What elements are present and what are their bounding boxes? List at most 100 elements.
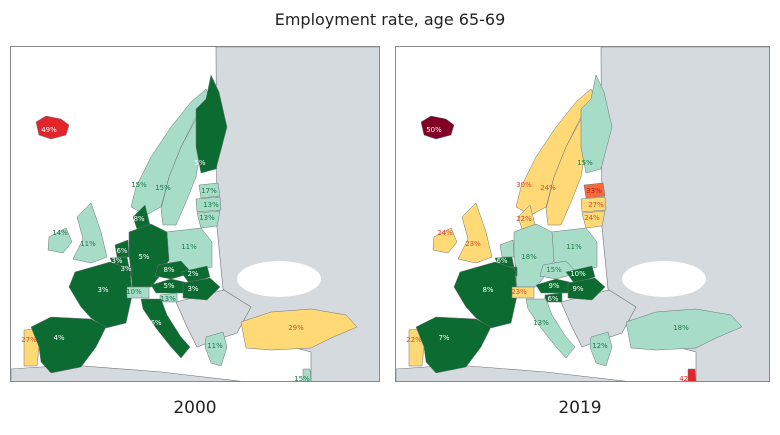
region-value-label: 11% (80, 240, 96, 248)
region-value-label: 17% (201, 187, 217, 195)
region-value-label: 11% (566, 243, 582, 251)
balkans-land (560, 289, 637, 348)
region-value-label: 3% (120, 265, 131, 273)
europe-map: 49%15% 15%5%17%13%13%8%14%11% 11%6%5%3%3% 8… (11, 47, 379, 382)
region-italy[interactable] (140, 298, 191, 359)
region-italy[interactable] (525, 298, 576, 359)
region-value-label: 2% (187, 270, 198, 278)
region-lithuania[interactable] (196, 210, 221, 229)
region-value-label: 13% (199, 214, 215, 222)
region-value-label: 33% (586, 187, 602, 195)
region-poland[interactable] (165, 227, 213, 273)
region-value-label: 15% (155, 184, 171, 192)
region-slovakia[interactable] (180, 265, 211, 284)
balkans-land (175, 289, 252, 348)
region-netherlands[interactable] (499, 239, 515, 258)
region-iceland[interactable] (420, 115, 455, 140)
region-latvia[interactable] (580, 196, 607, 213)
region-value-label: 9% (548, 282, 559, 290)
region-turkey[interactable] (240, 308, 358, 351)
europe-map: 50% 30% 24% 15% 33% 27% 24% 22% 24% 23% 11% 18% 6% 15… (396, 47, 769, 382)
region-value-label: 8% (133, 215, 144, 223)
region-value-label: 27% (21, 336, 37, 344)
black-sea (622, 261, 706, 297)
region-value-label: 14% (52, 229, 68, 237)
region-greece[interactable] (204, 331, 228, 367)
region-value-label: 3% (97, 286, 108, 294)
region-ireland[interactable] (432, 227, 458, 254)
region-poland[interactable] (550, 227, 598, 273)
region-value-label: 24% (437, 229, 453, 237)
region-value-label: 13% (533, 319, 549, 327)
region-value-label: 3% (111, 257, 122, 265)
region-value-label: 6% (150, 319, 161, 327)
region-value-label: 5% (138, 253, 149, 261)
region-value-label: 5% (194, 159, 205, 167)
region-value-label: 49% (41, 126, 57, 134)
map-year-label: 2019 (558, 398, 602, 418)
region-value-label: 6% (116, 247, 127, 255)
region-spain[interactable] (415, 316, 492, 374)
map-panel-2000: 49% 15% 15% 5% 17% 13% 13% 8% 14% 11% 11% 6% 5% 3% 3% 8… (10, 46, 380, 382)
region-value-label: 27% (588, 201, 604, 209)
region-value-label: 22% (406, 336, 422, 344)
region-value-label: 24% (540, 184, 556, 192)
region-value-label: 5% (163, 282, 174, 290)
region-value-label: 6% (547, 295, 558, 303)
region-switzerland[interactable] (126, 286, 150, 299)
region-israel[interactable] (302, 368, 312, 382)
region-lithuania[interactable] (581, 210, 606, 229)
region-value-label: 13% (160, 295, 176, 303)
region-france[interactable] (68, 261, 133, 329)
region-value-label: 9% (572, 285, 583, 293)
region-value-label: 6% (496, 257, 507, 265)
region-value-label: 22% (516, 215, 532, 223)
chart-title: Employment rate, age 65-69 (274, 10, 506, 29)
region-value-label: 23% (465, 240, 481, 248)
black-sea (237, 261, 321, 297)
region-iceland[interactable] (35, 115, 70, 140)
region-value-label: 15% (546, 266, 562, 274)
region-value-label: 30% (516, 181, 532, 189)
map-year-label: 2000 (173, 398, 217, 418)
region-value-label: 10% (570, 270, 586, 278)
region-value-label: 3% (187, 285, 198, 293)
region-value-label: 15% (577, 159, 593, 167)
region-value-label: 8% (482, 286, 493, 294)
region-latvia[interactable] (195, 196, 222, 213)
region-france[interactable] (453, 261, 518, 329)
region-value-label: 42% (679, 375, 695, 382)
region-estonia[interactable] (583, 182, 606, 199)
region-value-label: 10% (126, 288, 142, 296)
region-uk[interactable] (457, 202, 493, 264)
region-value-label: 7% (438, 334, 449, 342)
region-slovakia[interactable] (565, 265, 596, 284)
region-value-label: 11% (207, 342, 223, 350)
region-turkey[interactable] (625, 308, 743, 351)
region-value-label: 23% (511, 288, 527, 296)
region-value-label: 50% (426, 126, 442, 134)
region-value-label: 15% (131, 181, 147, 189)
region-value-label: 29% (288, 324, 304, 332)
region-israel[interactable] (687, 368, 697, 382)
region-value-label: 24% (584, 214, 600, 222)
region-value-label: 12% (592, 342, 608, 350)
region-value-label: 13% (203, 201, 219, 209)
region-hungary[interactable] (182, 277, 221, 301)
region-switzerland[interactable] (511, 286, 535, 299)
region-spain[interactable] (30, 316, 107, 374)
region-estonia[interactable] (198, 182, 221, 199)
region-value-label: 15% (294, 375, 310, 382)
region-value-label: 4% (53, 334, 64, 342)
region-finland[interactable] (195, 74, 228, 174)
region-value-label: 18% (673, 324, 689, 332)
region-hungary[interactable] (567, 277, 606, 301)
region-uk[interactable] (72, 202, 108, 264)
region-value-label: 18% (521, 253, 537, 261)
region-finland[interactable] (580, 74, 613, 174)
map-panel-2019: 50% 30% 24% 15% 33% 27% 24% 22% 24% 23% 11% 18% 6% 15… (395, 46, 770, 382)
region-ireland[interactable] (47, 227, 73, 254)
region-value-label: 11% (181, 243, 197, 251)
region-value-label: 8% (163, 266, 174, 274)
region-greece[interactable] (589, 331, 613, 367)
